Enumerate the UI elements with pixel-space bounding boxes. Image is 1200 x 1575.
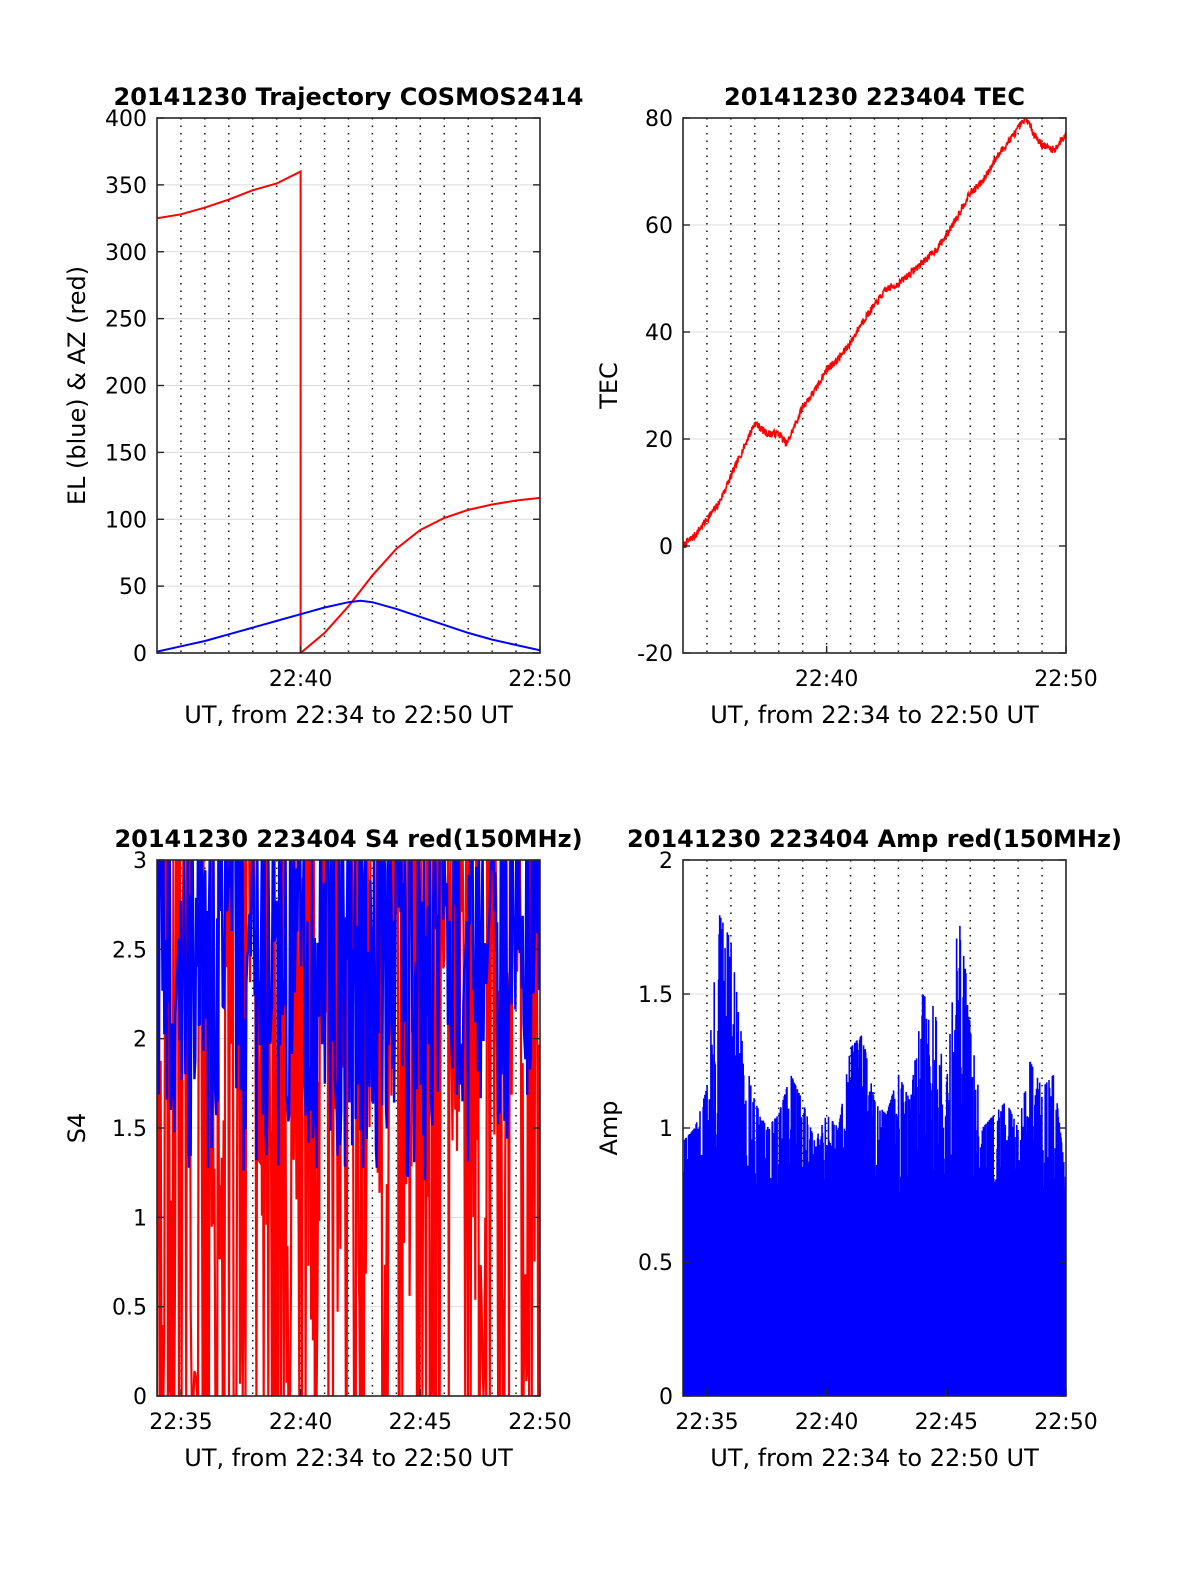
x-tick-label: 22:50 <box>508 1410 571 1435</box>
y-tick-label: 1.5 <box>638 983 673 1008</box>
y-tick-label: 0 <box>133 1385 147 1410</box>
y-tick-label: 50 <box>119 575 147 600</box>
y-tick-label: 0 <box>133 642 147 667</box>
x-tick-label: 22:40 <box>269 1410 332 1435</box>
x-axis-label: UT, from 22:34 to 22:50 UT <box>710 701 1039 729</box>
y-tick-label: 0 <box>659 1385 673 1410</box>
y-tick-label: -20 <box>637 642 673 667</box>
s4-blue-series-line <box>157 860 540 1181</box>
y-tick-label: 0 <box>659 535 673 560</box>
y-tick-label: 40 <box>645 321 673 346</box>
tec-series-line <box>683 118 1066 549</box>
x-tick-label: 22:45 <box>915 1410 978 1435</box>
chart-panel-4: 0 0.5 1 1.5 2 22:35 22:40 22:45 22:50 20141230 22… <box>595 825 1122 1472</box>
y-tick-label: 3 <box>133 849 147 874</box>
y-axis-label: TEC <box>595 362 623 410</box>
x-tick-label: 22:40 <box>269 667 332 692</box>
y-tick-label: 80 <box>645 107 673 132</box>
chart-panel-1: 0 50 100 150 200 250 300 350 400 22:40 22:50 201412… <box>63 83 583 729</box>
data-layer <box>683 118 1066 549</box>
y-tick-label: 2 <box>659 849 673 874</box>
axes-frame <box>682 117 1067 654</box>
y-axis-label: S4 <box>63 1113 91 1144</box>
y-tick-label: 200 <box>105 375 147 400</box>
y-tick-label: 2 <box>133 1028 147 1053</box>
y-tick-label: 20 <box>645 428 673 453</box>
y-tick-label: 400 <box>105 107 147 132</box>
y-tick-label: 0.5 <box>638 1251 673 1276</box>
y-tick-label: 1 <box>659 1117 673 1142</box>
x-tick-label: 22:40 <box>795 667 858 692</box>
x-axis-label: UT, from 22:34 to 22:50 UT <box>184 1444 513 1472</box>
x-tick-label: 22:35 <box>149 1410 212 1435</box>
el-series-line <box>157 599 540 653</box>
data-layer <box>683 915 1066 1396</box>
x-axis-label: UT, from 22:34 to 22:50 UT <box>710 1444 1039 1472</box>
x-tick-label: 22:40 <box>795 1410 858 1435</box>
x-tick-label: 22:45 <box>389 1410 452 1435</box>
data-layer <box>157 169 540 653</box>
x-tick-label: 22:35 <box>675 1410 738 1435</box>
data-layer <box>157 860 540 1396</box>
chart-title: 20141230 223404 Amp red(150MHz) <box>627 825 1122 853</box>
y-tick-label: 1.5 <box>112 1117 147 1142</box>
chart-title: 20141230 223404 S4 red(150MHz) <box>114 825 582 853</box>
amp-series-spikes <box>683 915 1066 1396</box>
chart-panel-2: -20 0 20 40 60 80 22:40 22:50 20141230 223404 TE… <box>595 83 1098 729</box>
y-tick-label: 1 <box>133 1206 147 1231</box>
y-tick-label: 150 <box>105 441 147 466</box>
chart-panel-3: 0 0.5 1 1.5 2 2.5 3 22:35 22:40 22:45 22:50 2014123… <box>63 825 583 1472</box>
x-tick-label: 22:50 <box>1034 1410 1097 1435</box>
y-tick-label: 0.5 <box>112 1296 147 1321</box>
y-tick-label: 2.5 <box>112 938 147 963</box>
y-tick-label: 100 <box>105 508 147 533</box>
y-axis-label: EL (blue) & AZ (red) <box>63 266 91 505</box>
y-tick-label: 300 <box>105 241 147 266</box>
y-axis-label: Amp <box>595 1100 623 1155</box>
x-tick-label: 22:50 <box>508 667 571 692</box>
y-tick-label: 60 <box>645 214 673 239</box>
x-axis-label: UT, from 22:34 to 22:50 UT <box>184 701 513 729</box>
s4-red-series-line <box>157 860 540 1396</box>
plot-area <box>683 118 1066 653</box>
y-tick-label: 350 <box>105 174 147 199</box>
chart-title: 20141230 Trajectory COSMOS2414 <box>114 83 584 111</box>
y-tick-label: 250 <box>105 308 147 333</box>
x-tick-label: 22:50 <box>1034 667 1097 692</box>
chart-title: 20141230 223404 TEC <box>724 83 1025 111</box>
az-series-line <box>157 169 540 653</box>
